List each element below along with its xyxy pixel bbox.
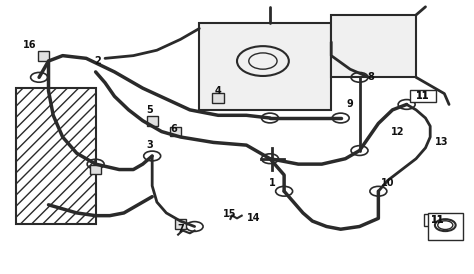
Text: 6: 6 [170,124,177,134]
Text: 11: 11 [416,91,430,101]
Text: 13: 13 [435,138,449,147]
Text: 14: 14 [247,213,260,223]
Text: 16: 16 [23,40,36,50]
Text: 10: 10 [381,178,394,188]
Text: 4: 4 [215,86,221,96]
Bar [199,23,331,110]
Bar [424,214,450,226]
Text: 5: 5 [146,105,153,115]
Text: 9: 9 [346,99,354,109]
Bar [38,51,49,61]
Text: 12: 12 [391,127,404,136]
Bar [146,116,158,125]
Bar [410,90,437,102]
Text: 11: 11 [430,215,444,225]
Text: 15: 15 [223,209,237,219]
Text: 8: 8 [368,72,375,82]
Text: 1: 1 [269,178,276,188]
Bar [331,15,416,77]
Text: 11: 11 [416,91,430,101]
Text: 3: 3 [146,140,153,150]
Bar [170,127,182,136]
Bar [428,213,463,240]
Bar [175,219,186,229]
Bar [212,93,224,102]
Text: 11: 11 [430,215,444,225]
Bar [16,88,96,224]
Bar [90,165,101,175]
Text: 7: 7 [177,224,184,234]
Text: 2: 2 [95,56,101,66]
